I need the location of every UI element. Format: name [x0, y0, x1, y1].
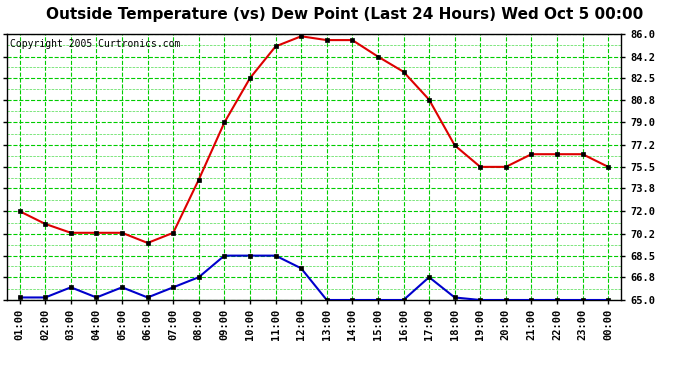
Text: Copyright 2005 Curtronics.com: Copyright 2005 Curtronics.com — [10, 39, 180, 49]
Text: Outside Temperature (vs) Dew Point (Last 24 Hours) Wed Oct 5 00:00: Outside Temperature (vs) Dew Point (Last… — [46, 8, 644, 22]
